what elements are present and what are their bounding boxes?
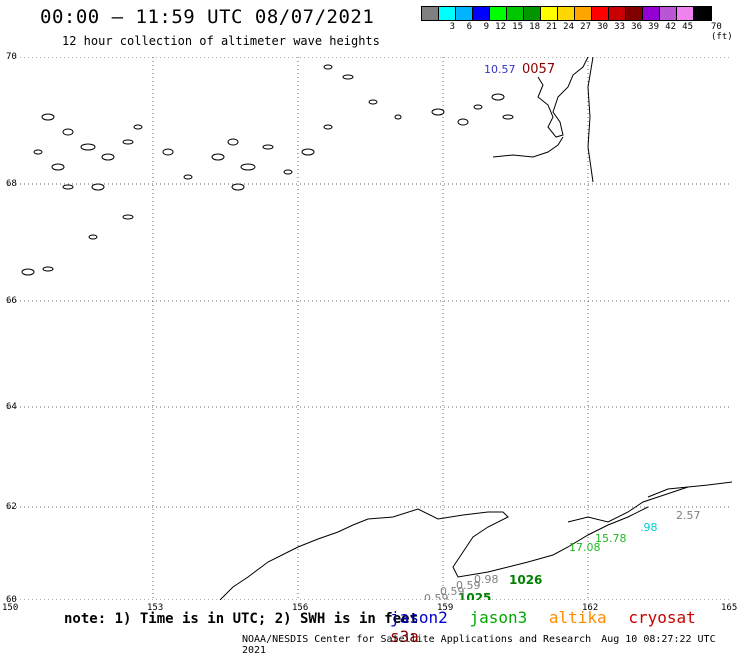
- color-tick: 9: [483, 22, 489, 32]
- color-swatch: [609, 7, 626, 20]
- lon-label: 159: [437, 603, 454, 613]
- color-tick: 15: [512, 22, 523, 32]
- color-swatch: [558, 7, 575, 20]
- wave-label: 15.78: [595, 532, 627, 545]
- wave-label: 1026: [509, 573, 542, 587]
- satellite-label: s3a: [390, 627, 419, 646]
- color-swatch: [490, 7, 507, 20]
- satellite-legend: jason2 jason3 altika cryosat s3a: [390, 608, 740, 646]
- lon-grid: [152, 57, 589, 600]
- satellite-label: cryosat: [628, 608, 696, 627]
- lon-label: 150: [2, 603, 19, 613]
- color-swatch: [626, 7, 643, 20]
- wave-label: 0057: [522, 62, 555, 77]
- wave-label: 17.08: [569, 541, 601, 554]
- color-tick: 33: [614, 22, 625, 32]
- color-swatch: [575, 7, 592, 20]
- satellite-label: jason3: [469, 608, 528, 627]
- color-swatch: [660, 7, 677, 20]
- color-swatch: [473, 7, 490, 20]
- map-title: 00:00 – 11:59 UTC 08/07/2021: [40, 6, 375, 28]
- wave-height-labels: 10.57 0057 2.57 .98 15.78 17.08 1026 102…: [424, 62, 701, 600]
- map-canvas: 10.57 0057 2.57 .98 15.78 17.08 1026 102…: [8, 57, 732, 600]
- lon-label: 156: [292, 603, 309, 613]
- credit-line: NOAA/NESDIS Center for Satellite Applica…: [242, 634, 740, 656]
- lon-label: 165: [721, 603, 738, 613]
- color-tick: 24: [563, 22, 574, 32]
- wave-label: 0.59: [456, 579, 481, 592]
- color-swatch: [694, 7, 711, 20]
- siberian-coastline: [492, 57, 594, 183]
- color-tick: 30: [597, 22, 608, 32]
- lat-label: 70: [6, 52, 17, 62]
- footer-note: note: 1) Time is in UTC; 2) SWH is in fe…: [64, 611, 419, 627]
- color-tick: 42: [665, 22, 676, 32]
- color-swatch: [507, 7, 524, 20]
- lat-label: 66: [6, 296, 17, 306]
- satellite-label: altika: [548, 608, 607, 627]
- color-tick: 27: [580, 22, 591, 32]
- sea-ice-contours: [21, 64, 514, 276]
- wave-label: 2.57: [676, 509, 701, 522]
- satellite-label: jason2: [390, 608, 448, 627]
- lat-label: 64: [6, 402, 17, 412]
- color-tick: 21: [546, 22, 557, 32]
- color-swatch: [643, 7, 660, 20]
- wave-label: 10.57: [484, 63, 516, 76]
- wave-label: .98: [640, 521, 658, 534]
- color-swatch: [592, 7, 609, 20]
- lat-label: 60: [6, 595, 17, 605]
- wave-label: 0.59: [424, 592, 449, 600]
- color-scale-bar: [421, 6, 712, 21]
- color-swatch: [677, 7, 694, 20]
- color-tick: 36: [631, 22, 642, 32]
- kamchatka-coastline: [219, 481, 732, 600]
- color-tick: 12: [495, 22, 506, 32]
- color-tick: 3: [449, 22, 455, 32]
- color-swatch: [524, 7, 541, 20]
- map-subtitle: 12 hour collection of altimeter wave hei…: [62, 34, 380, 48]
- wave-label: 0.98: [474, 573, 499, 586]
- color-swatch: [541, 7, 558, 20]
- credit-text: NOAA/NESDIS Center for Satellite Applica…: [242, 634, 592, 645]
- color-swatch: [456, 7, 473, 20]
- color-tick: 39: [648, 22, 659, 32]
- lon-label: 162: [582, 603, 599, 613]
- color-swatch: [422, 7, 439, 20]
- wave-label: 1025: [458, 591, 491, 600]
- color-tick: 6: [466, 22, 472, 32]
- lat-grid: [8, 57, 732, 600]
- wave-label: 0.59: [440, 585, 465, 598]
- lon-label: 153: [147, 603, 164, 613]
- color-tick: 45: [682, 22, 693, 32]
- color-scale-ticks: 3 6 9 12 15 18 21 24 27 30 33 36 39 42 4…: [421, 22, 693, 32]
- color-tick: 18: [529, 22, 540, 32]
- color-unit-label: 70 (ft): [711, 22, 733, 42]
- lat-label: 62: [6, 502, 17, 512]
- lat-label: 68: [6, 179, 17, 189]
- color-swatch: [439, 7, 456, 20]
